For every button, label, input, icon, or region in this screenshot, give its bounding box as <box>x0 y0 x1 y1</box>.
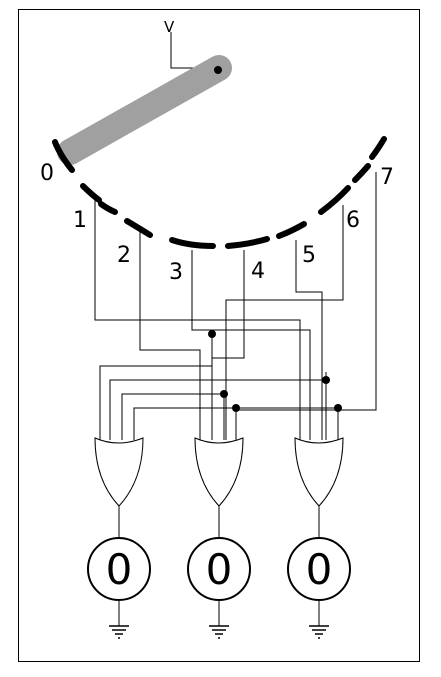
position-label-1: 1 <box>73 208 87 233</box>
output-indicator-b: 0 <box>187 537 251 601</box>
wire-contact-1 <box>94 200 301 440</box>
or-gate-a <box>94 437 144 507</box>
diagram-frame <box>18 9 420 662</box>
junction-dot <box>232 404 240 412</box>
contact-4 <box>225 236 270 249</box>
wiper-supply-label: V <box>164 18 175 36</box>
contact-5 <box>276 221 307 239</box>
position-label-3: 3 <box>169 260 183 285</box>
or-gate-c <box>294 437 344 507</box>
output-leads <box>118 506 320 626</box>
ground-icon <box>109 625 129 639</box>
output-indicator-c: 0 <box>287 537 351 601</box>
position-label-6: 6 <box>346 208 360 233</box>
contact-wiring <box>94 172 377 440</box>
position-label-0: 0 <box>40 161 54 186</box>
contact-2 <box>124 218 153 238</box>
wire-contact-2 <box>139 230 201 440</box>
wire-contact-3 <box>191 250 311 440</box>
ground-icon <box>309 625 329 639</box>
contact-3 <box>169 237 216 249</box>
ground-icon <box>209 625 229 639</box>
position-label-4: 4 <box>251 259 265 284</box>
junction-dot <box>334 404 342 412</box>
wire-contact-5 <box>295 240 323 440</box>
rotary-switch-wiper <box>57 55 232 165</box>
junction-dot <box>208 330 216 338</box>
contact-0 <box>52 139 75 173</box>
output-value-a: 0 <box>106 545 133 594</box>
wire-contact-4 <box>211 250 245 440</box>
position-label-5: 5 <box>302 243 316 268</box>
bus-a-3 <box>121 393 225 440</box>
contact-1 <box>80 183 102 203</box>
contact-7 <box>369 136 387 160</box>
junction-dot <box>322 376 330 384</box>
contact-1b <box>98 201 118 215</box>
wire-contact-6 <box>225 205 344 440</box>
or-gate-b <box>194 437 244 507</box>
contact-6b <box>352 163 371 183</box>
bus-a-1 <box>99 365 212 440</box>
output-indicator-a: 0 <box>87 537 151 601</box>
output-value-b: 0 <box>206 545 233 594</box>
wiper-pivot <box>214 66 222 74</box>
switch-contacts <box>52 136 387 249</box>
contact-6 <box>318 185 351 215</box>
wire-junctions <box>208 330 342 412</box>
position-label-7: 7 <box>380 165 394 190</box>
output-value-c: 0 <box>306 545 333 594</box>
wire-contact-7 <box>235 172 377 440</box>
junction-dot <box>220 390 228 398</box>
position-label-2: 2 <box>117 243 131 268</box>
